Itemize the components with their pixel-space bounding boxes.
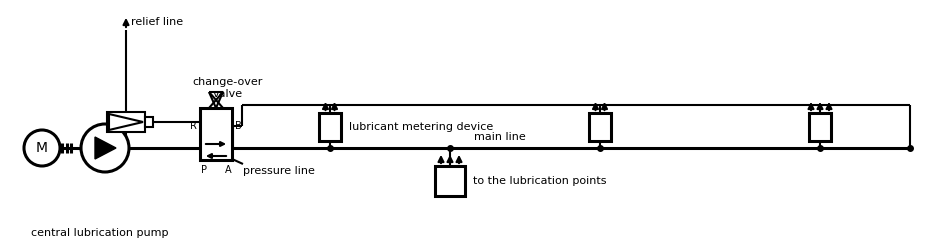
Text: to the lubrication points: to the lubrication points — [473, 176, 607, 186]
Text: A: A — [225, 165, 231, 175]
Bar — [589, 113, 611, 141]
Circle shape — [81, 124, 129, 172]
Polygon shape — [95, 137, 116, 159]
Bar — [200, 108, 232, 160]
Text: pressure line: pressure line — [243, 166, 314, 176]
Text: B: B — [235, 121, 241, 131]
Text: relief line: relief line — [131, 17, 183, 27]
Bar — [435, 166, 465, 196]
Bar — [107, 112, 145, 132]
Text: lubricant metering device: lubricant metering device — [349, 122, 493, 132]
Text: M: M — [36, 141, 48, 155]
Text: R: R — [190, 121, 197, 131]
Circle shape — [24, 130, 60, 166]
Bar — [145, 117, 153, 127]
Text: valve: valve — [212, 89, 243, 99]
Text: main line: main line — [475, 132, 526, 142]
Polygon shape — [109, 114, 143, 130]
Text: P: P — [201, 165, 207, 175]
Bar — [809, 113, 831, 141]
Bar — [319, 113, 341, 141]
Text: central lubrication pump: central lubrication pump — [31, 228, 168, 238]
Text: change-over: change-over — [193, 77, 263, 87]
